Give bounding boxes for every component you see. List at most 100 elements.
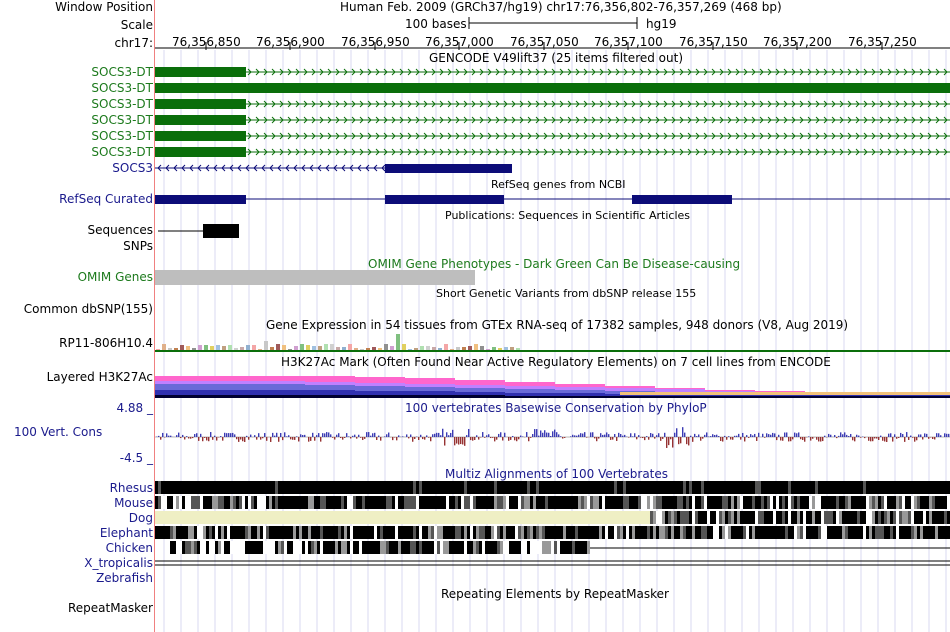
alignment-block [335, 541, 338, 554]
strand-chevron [671, 100, 676, 108]
alignment-block [368, 481, 371, 494]
refseq-track-title[interactable]: RefSeq genes from NCBI [491, 178, 626, 191]
conservation-track-title[interactable]: 100 vertebrates Basewise Conservation by… [405, 401, 707, 415]
alignment-block [794, 481, 797, 494]
alignment-block [650, 511, 653, 524]
snps-label[interactable]: SNPs [123, 239, 153, 253]
strand-chevron [407, 148, 412, 156]
alignment-block [947, 481, 950, 494]
omim-genes-label[interactable]: OMIM Genes [77, 270, 153, 284]
alignment-block [428, 496, 431, 509]
species-label-mouse[interactable]: Mouse [114, 496, 153, 510]
strand-chevron [471, 132, 476, 140]
gencode-item-label[interactable]: SOCS3-DT [91, 129, 153, 143]
alignment-block [746, 496, 749, 509]
alignment-block [266, 526, 269, 539]
gencode-item-label[interactable]: SOCS3-DT [91, 113, 153, 127]
alignment-block [431, 526, 434, 539]
alignment-block [356, 526, 359, 539]
alignment-block [929, 496, 932, 509]
strand-chevron [263, 116, 268, 124]
strand-chevron [407, 116, 412, 124]
strand-chevron [471, 148, 476, 156]
species-label-elephant[interactable]: Elephant [99, 526, 153, 540]
conservation-bar [732, 437, 734, 440]
dbsnp-label[interactable]: Common dbSNP(155) [23, 302, 153, 316]
strand-chevron [575, 132, 580, 140]
alignment-block [482, 481, 485, 494]
gencode-item-label[interactable]: SOCS3-DT [91, 81, 153, 95]
refseq-exon [155, 195, 246, 204]
alignment-block [905, 511, 908, 524]
strand-chevron [407, 68, 412, 76]
strand-chevron [807, 68, 812, 76]
gtex-bar [216, 345, 220, 350]
alignment-block [299, 481, 302, 494]
alignment-block [587, 481, 590, 494]
gtex-track-title[interactable]: Gene Expression in 54 tissues from GTEx … [266, 318, 849, 332]
alignment-block [890, 496, 893, 509]
alignment-block [461, 541, 464, 554]
sequences-label[interactable]: Sequences [87, 223, 153, 237]
conservation-label[interactable]: 100 Vert. Cons [14, 425, 103, 439]
refseq-curated-label[interactable]: RefSeq Curated [59, 192, 153, 206]
strand-chevron [181, 164, 186, 172]
socs3-gene-label[interactable]: SOCS3 [112, 161, 153, 175]
gencode-track-title[interactable]: GENCODE V49lift37 (25 items filtered out… [429, 51, 684, 65]
publications-track-title[interactable]: Publications: Sequences in Scientific Ar… [445, 209, 690, 222]
conservation-bar [684, 432, 686, 437]
conservation-bar [668, 437, 670, 446]
gtex-gene-label[interactable]: RP11-806H10.4 [59, 336, 153, 350]
strand-chevron [551, 100, 556, 108]
gencode-item-label[interactable]: SOCS3-DT [91, 145, 153, 159]
conservation-bar [638, 435, 640, 437]
strand-chevron [735, 68, 740, 76]
conservation-bar [742, 432, 744, 437]
alignment-block [710, 511, 713, 524]
alignment-block [944, 481, 947, 494]
alignment-block [242, 526, 245, 539]
dbsnp-track-title[interactable]: Short Genetic Variants from dbSNP releas… [436, 287, 697, 300]
alignment-block [539, 526, 542, 539]
strand-chevron [815, 116, 820, 124]
h3k27ac-track-title[interactable]: H3K27Ac Mark (Often Found Near Active Re… [281, 355, 831, 369]
species-label-chicken[interactable]: Chicken [105, 541, 153, 555]
alignment-block [698, 526, 701, 539]
alignment-block [479, 541, 482, 554]
h3k27ac-label[interactable]: Layered H3K27Ac [46, 370, 153, 384]
gencode-item-label[interactable]: SOCS3-DT [91, 97, 153, 111]
conservation-bar [542, 432, 544, 437]
strand-chevron [303, 148, 308, 156]
species-label-zebrafish[interactable]: Zebrafish [96, 571, 153, 585]
alignment-block [341, 526, 344, 539]
conservation-bar [546, 432, 548, 437]
conservation-bar [376, 437, 378, 441]
repeatmasker-track-title[interactable]: Repeating Elements by RepeatMasker [441, 587, 669, 601]
strand-chevron [295, 100, 300, 108]
alignment-block [284, 496, 287, 509]
strand-chevron [855, 132, 860, 140]
strand-chevron [471, 116, 476, 124]
alignment-block [782, 496, 785, 509]
alignment-block [479, 481, 482, 494]
repeatmasker-label[interactable]: RepeatMasker [67, 601, 153, 615]
strand-chevron [671, 132, 676, 140]
gtex-bar [228, 345, 232, 350]
species-label-xtropicalis[interactable]: X_tropicalis [84, 556, 153, 570]
alignment-block [671, 481, 674, 494]
multiz-track-title[interactable]: Multiz Alignments of 100 Vertebrates [445, 467, 669, 481]
conservation-bar [402, 436, 404, 437]
alignment-block [899, 496, 902, 509]
gencode-item-label[interactable]: SOCS3-DT [91, 65, 153, 79]
species-label-dog[interactable]: Dog [128, 511, 153, 525]
alignment-block [818, 496, 821, 509]
strand-chevron [567, 100, 572, 108]
conservation-bar [718, 436, 720, 437]
conservation-bar [698, 434, 700, 437]
species-label-rhesus[interactable]: Rhesus [109, 481, 153, 495]
strand-chevron [695, 116, 700, 124]
omim-track-title[interactable]: OMIM Gene Phenotypes - Dark Green Can Be… [368, 257, 741, 271]
conservation-bar [180, 437, 182, 439]
alignment-block [890, 526, 893, 539]
